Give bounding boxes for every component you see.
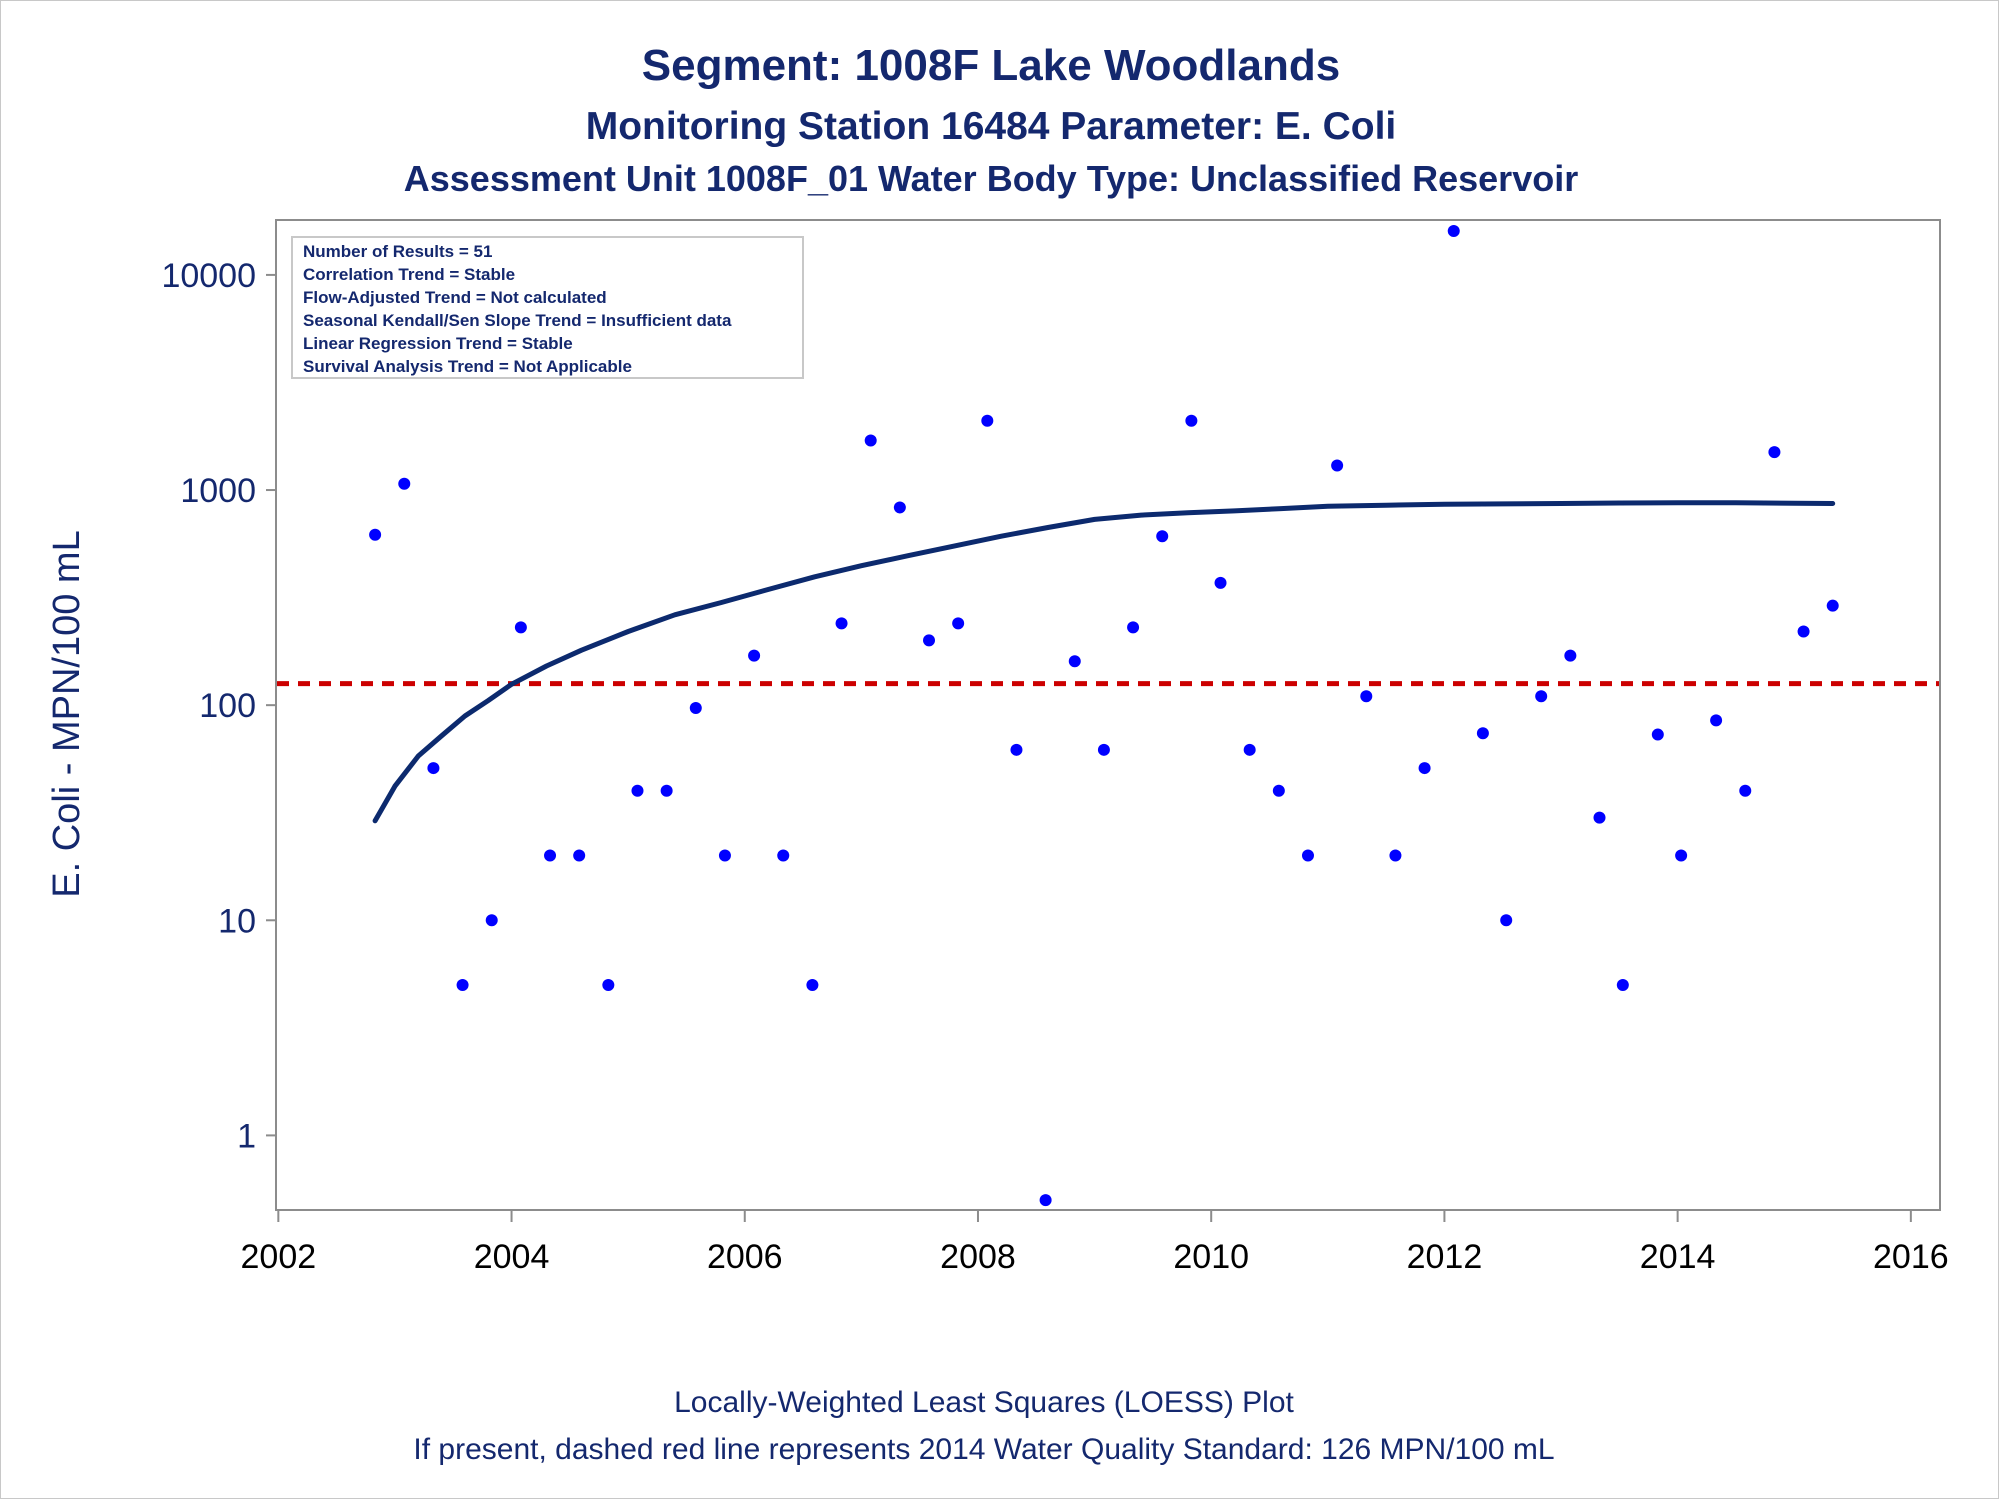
y-tick-label: 1 <box>237 1117 256 1155</box>
data-point <box>1331 459 1344 472</box>
data-point <box>1826 599 1839 612</box>
data-point <box>1535 690 1548 703</box>
data-point <box>718 849 731 862</box>
data-point <box>777 849 790 862</box>
y-tick-label: 10 <box>218 902 256 940</box>
data-point <box>1214 576 1227 589</box>
data-point <box>1127 621 1140 634</box>
data-point <box>573 849 586 862</box>
data-point <box>1447 225 1460 238</box>
data-point <box>1564 649 1577 662</box>
data-point <box>602 979 615 992</box>
data-point <box>923 634 936 647</box>
stats-line-regression: Linear Regression Trend = Stable <box>303 334 573 353</box>
y-tick-label: 1000 <box>180 472 256 510</box>
x-tick-label: 2004 <box>474 1238 550 1276</box>
x-tick-label: 2016 <box>1873 1238 1949 1276</box>
x-tick-label: 2010 <box>1173 1238 1249 1276</box>
data-point <box>864 434 877 447</box>
y-tick-label: 100 <box>199 687 256 725</box>
data-point <box>1797 625 1810 638</box>
data-point <box>485 914 498 927</box>
data-point <box>1039 1194 1052 1207</box>
data-point <box>398 477 411 490</box>
data-point <box>1616 979 1629 992</box>
x-tick-label: 2014 <box>1640 1238 1716 1276</box>
data-point <box>1389 849 1402 862</box>
data-point <box>1360 690 1373 703</box>
y-tick-label: 10000 <box>161 257 256 295</box>
x-axis: 2002 2004 2006 2008 2010 2012 2014 2016 <box>241 1210 1949 1276</box>
data-point <box>1500 914 1513 927</box>
y-axis-label: E. Coli - MPN/100 mL <box>46 530 88 897</box>
data-point <box>514 621 527 634</box>
data-point <box>835 617 848 630</box>
data-point <box>427 762 440 775</box>
chart-subtitle: Monitoring Station 16484 Parameter: E. C… <box>586 105 1397 148</box>
data-point <box>456 979 469 992</box>
data-point <box>893 501 906 514</box>
data-point <box>981 414 994 427</box>
x-tick-label: 2008 <box>940 1238 1016 1276</box>
data-point <box>1710 714 1723 727</box>
data-point <box>369 528 382 541</box>
stats-box <box>291 236 804 379</box>
footnote-loess: Locally-Weighted Least Squares (LOESS) P… <box>674 1386 1294 1419</box>
data-point <box>1156 530 1169 543</box>
data-point <box>1418 762 1431 775</box>
data-point <box>689 702 702 715</box>
data-point <box>1272 784 1285 797</box>
data-point <box>1301 849 1314 862</box>
data-point <box>631 784 644 797</box>
stats-line-seasonal: Seasonal Kendall/Sen Slope Trend = Insuf… <box>303 311 732 330</box>
plot-area <box>275 219 1941 1211</box>
stats-line-flow: Flow-Adjusted Trend = Not calculated <box>303 288 607 307</box>
x-tick-label: 2002 <box>241 1238 317 1276</box>
data-point <box>1068 655 1081 668</box>
data-point <box>1651 728 1664 741</box>
data-point <box>952 617 965 630</box>
stats-line-correlation: Correlation Trend = Stable <box>303 265 515 284</box>
stats-line-results: Number of Results = 51 <box>303 242 492 261</box>
plot-marks <box>277 225 1939 1207</box>
data-point <box>1768 446 1781 459</box>
loess-curve <box>372 500 1836 824</box>
footnote-standard: If present, dashed red line represents 2… <box>413 1433 1554 1466</box>
data-point <box>1097 743 1110 756</box>
chart-title: Segment: 1008F Lake Woodlands <box>642 41 1340 90</box>
data-point <box>544 849 557 862</box>
data-point <box>1739 784 1752 797</box>
data-point <box>660 784 673 797</box>
data-point <box>1675 849 1688 862</box>
data-point <box>806 979 819 992</box>
chart-subtitle-2: Assessment Unit 1008F_01 Water Body Type… <box>404 158 1578 199</box>
stats-line-survival: Survival Analysis Trend = Not Applicable <box>303 357 632 376</box>
y-axis: 1 10 100 1000 10000 <box>161 257 276 1155</box>
data-point <box>1593 811 1606 824</box>
data-point <box>748 649 761 662</box>
data-point <box>1185 414 1198 427</box>
data-point <box>1010 743 1023 756</box>
data-point <box>1476 727 1489 740</box>
x-tick-label: 2012 <box>1407 1238 1483 1276</box>
data-point <box>1243 743 1256 756</box>
x-tick-label: 2006 <box>707 1238 783 1276</box>
